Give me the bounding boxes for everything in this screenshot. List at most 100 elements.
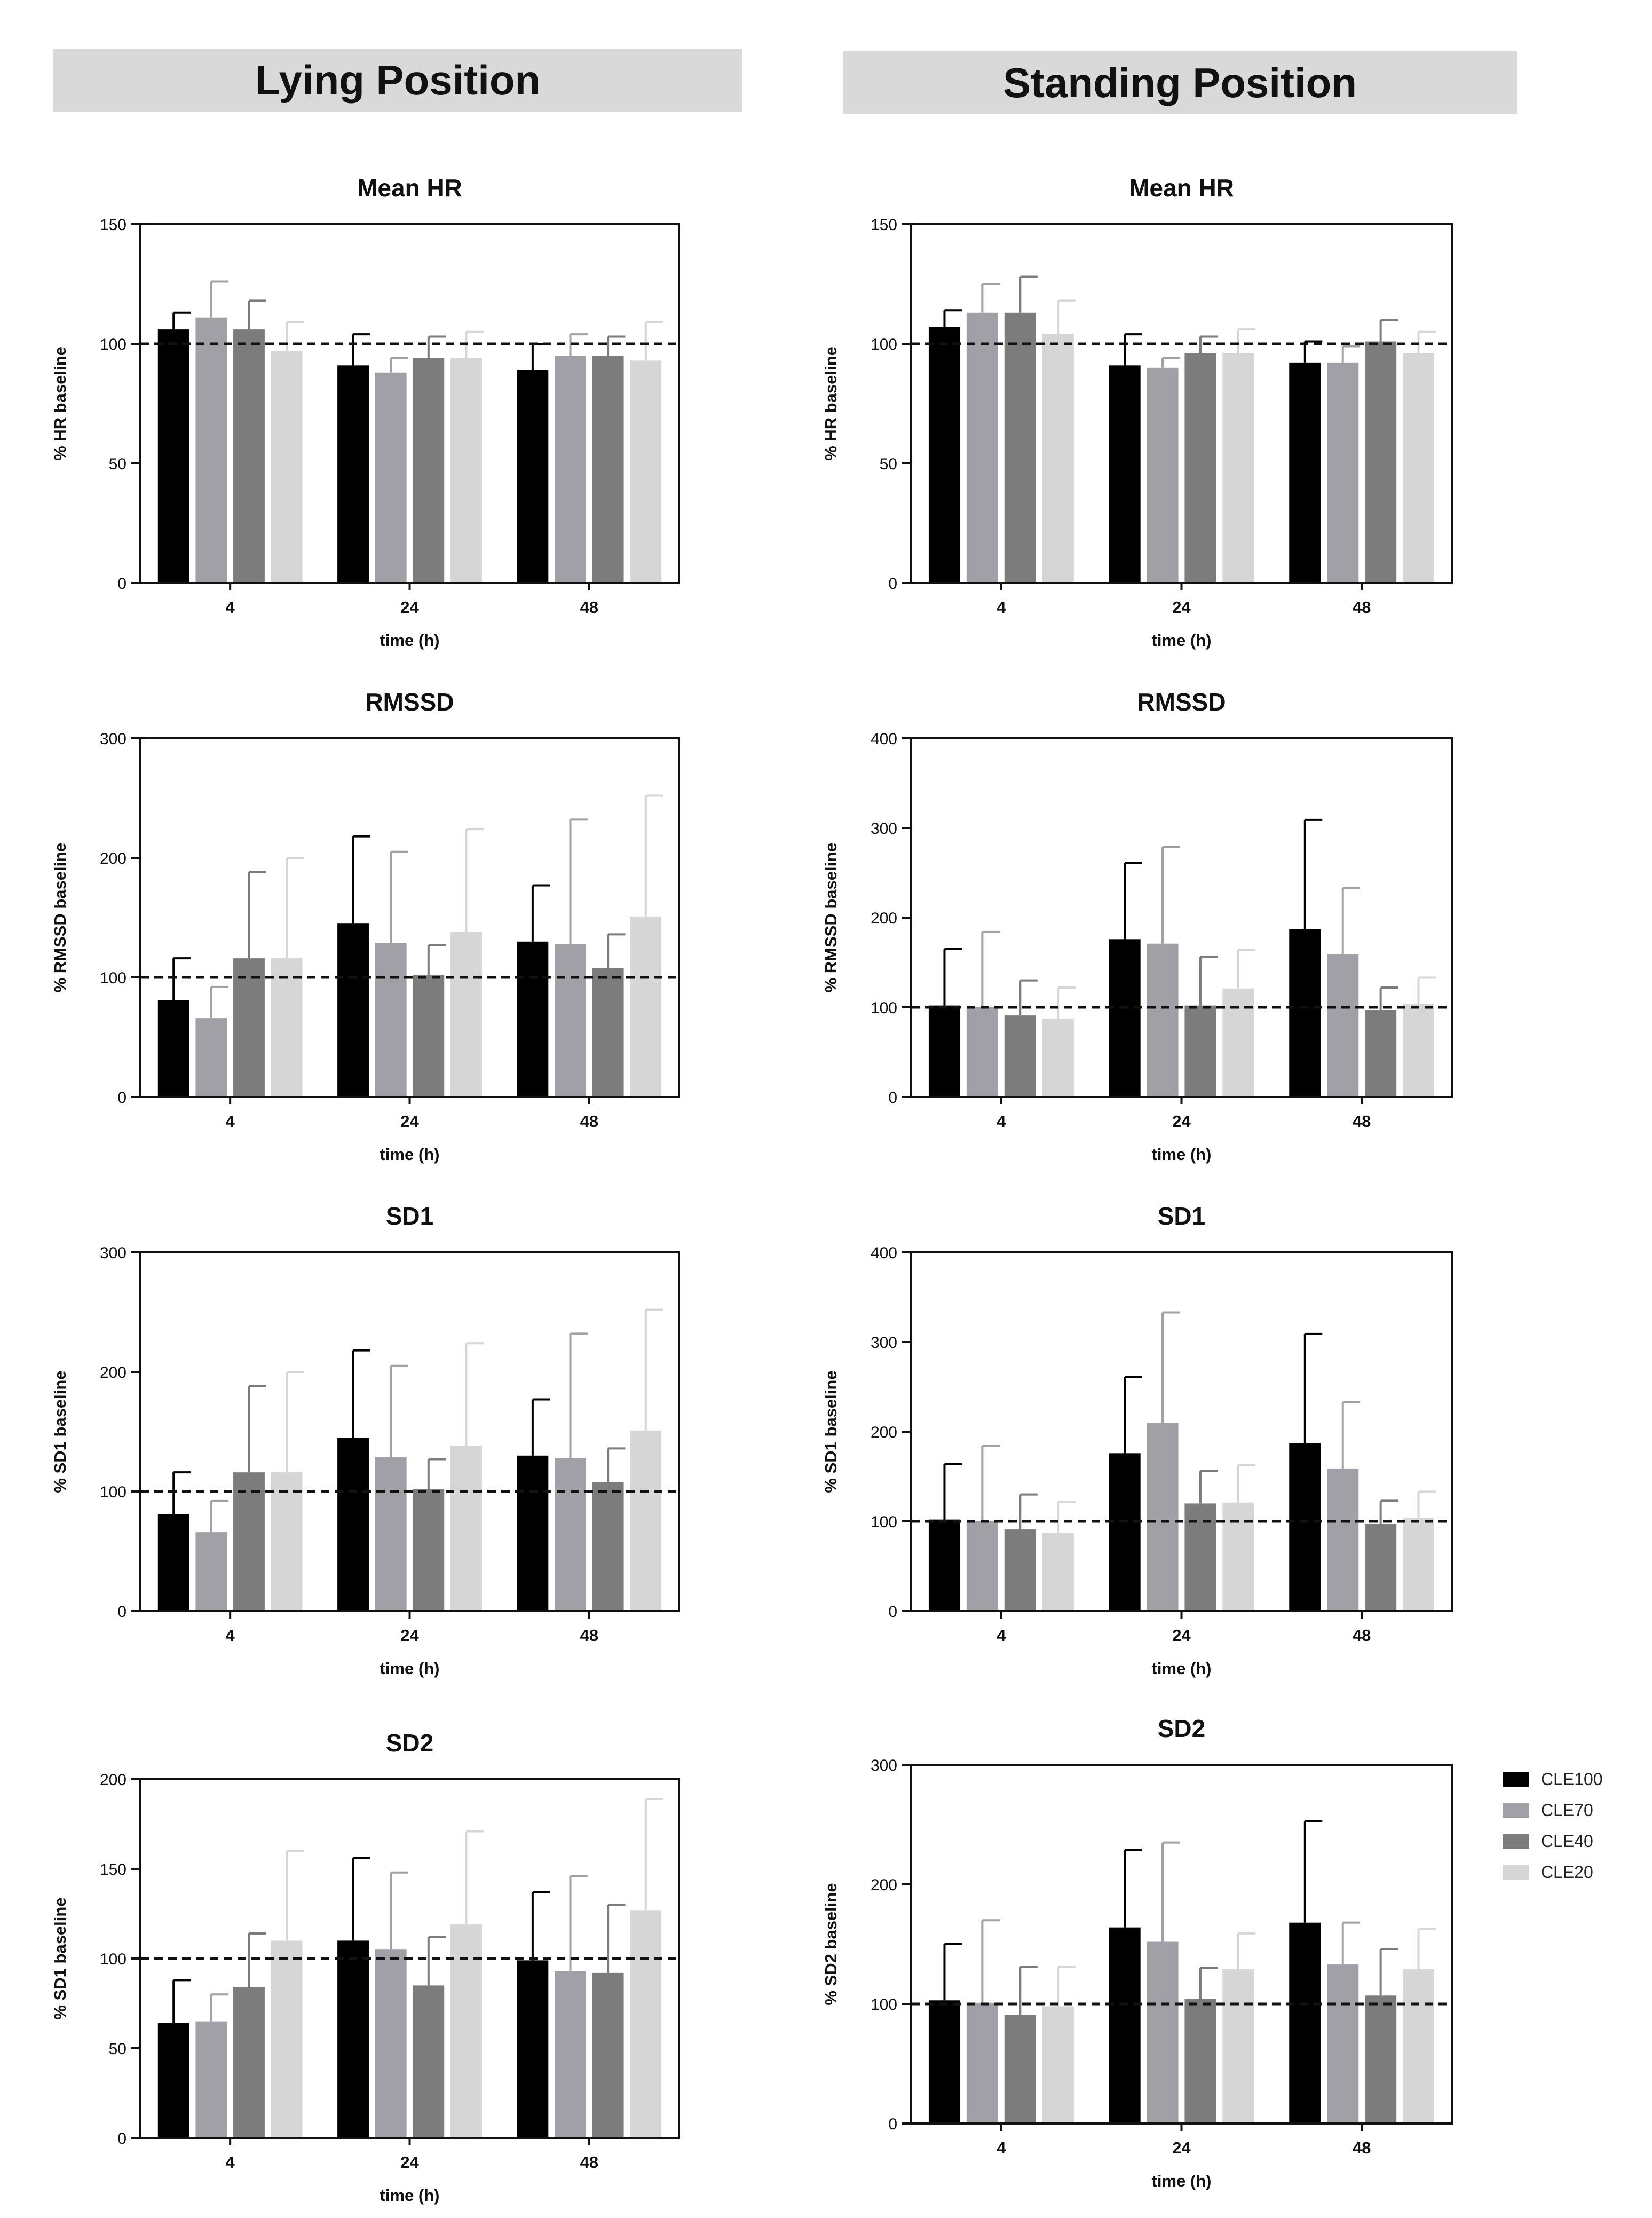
c4-y-tick-label: 100 bbox=[871, 336, 897, 353]
c6-y-axis-label: % SD1 baseline bbox=[821, 1370, 840, 1493]
c4-x-tick-label: 24 bbox=[1172, 598, 1191, 617]
c1-bar-CLE20-24 bbox=[450, 932, 482, 1097]
c5-chart-title: RMSSD bbox=[1137, 688, 1226, 716]
c2-x-tick-label: 24 bbox=[400, 1626, 419, 1645]
c3-bar-CLE40-24 bbox=[413, 1985, 445, 2138]
c0-bar-CLE20-24 bbox=[450, 358, 482, 583]
c3-bar-CLE70-4 bbox=[195, 2021, 227, 2138]
c6-bar-CLE100-24 bbox=[1109, 1453, 1141, 1611]
c1-bar-CLE40-48 bbox=[592, 968, 624, 1097]
c0-x-tick-label: 4 bbox=[226, 598, 235, 617]
c3-y-tick-label: 150 bbox=[100, 1861, 127, 1878]
c0-bar-CLE100-4 bbox=[157, 329, 189, 583]
c3-bar-CLE100-24 bbox=[337, 1940, 369, 2138]
c0-chart-title: Mean HR bbox=[357, 174, 462, 202]
c6-bar-CLE70-48 bbox=[1327, 1468, 1359, 1611]
c5-x-axis-label: time (h) bbox=[1152, 1145, 1212, 1164]
c2-bar-CLE70-24 bbox=[375, 1457, 407, 1611]
c7-x-tick-label: 24 bbox=[1172, 2138, 1191, 2157]
c7-y-tick-label: 100 bbox=[871, 1996, 897, 2014]
c2-y-tick-label: 200 bbox=[100, 1364, 127, 1382]
c3-x-tick-label: 48 bbox=[580, 2153, 598, 2172]
c6-y-tick-label: 100 bbox=[871, 1513, 897, 1531]
c2-bar-CLE20-24 bbox=[450, 1446, 482, 1611]
c6-bar-CLE100-4 bbox=[928, 1519, 961, 1611]
c2-bar-CLE70-4 bbox=[195, 1532, 227, 1611]
c2-bar-CLE40-24 bbox=[413, 1489, 445, 1611]
c6-chart-title: SD1 bbox=[1158, 1202, 1205, 1230]
c4-y-tick-label: 0 bbox=[888, 575, 897, 593]
c4-bar-CLE20-48 bbox=[1402, 353, 1435, 583]
c7-x-tick-label: 48 bbox=[1353, 2138, 1371, 2157]
c6-bar-CLE40-4 bbox=[1004, 1529, 1036, 1611]
c0-y-tick-label: 50 bbox=[109, 455, 127, 473]
c0-bar-CLE70-4 bbox=[195, 317, 227, 583]
c3-bar-CLE100-48 bbox=[517, 1960, 549, 2138]
c6-bar-CLE70-24 bbox=[1147, 1423, 1179, 1611]
c1-bar-CLE70-48 bbox=[555, 944, 586, 1097]
c2-y-tick-label: 100 bbox=[100, 1483, 127, 1501]
c5-bar-CLE70-48 bbox=[1327, 954, 1359, 1097]
legend-swatch-CLE100 bbox=[1503, 1772, 1529, 1787]
c5-x-tick-label: 24 bbox=[1172, 1112, 1191, 1131]
c6-y-tick-label: 400 bbox=[871, 1244, 897, 1262]
c5-bar-CLE40-4 bbox=[1004, 1015, 1036, 1097]
legend-label-CLE40: CLE40 bbox=[1541, 1832, 1593, 1851]
c2-y-tick-label: 0 bbox=[117, 1603, 127, 1621]
c1-chart-title: RMSSD bbox=[365, 688, 454, 716]
c7-bar-CLE70-4 bbox=[966, 2002, 998, 2124]
c0-bar-CLE40-24 bbox=[413, 358, 445, 583]
c1-x-axis-label: time (h) bbox=[380, 1145, 440, 1164]
c6-y-tick-label: 300 bbox=[871, 1334, 897, 1352]
c0-x-tick-label: 24 bbox=[400, 598, 419, 617]
c1-x-tick-label: 48 bbox=[580, 1112, 598, 1131]
c5-x-tick-label: 4 bbox=[997, 1112, 1006, 1131]
standing-position-header: Standing Position bbox=[843, 51, 1517, 114]
legend-swatch-CLE40 bbox=[1503, 1834, 1529, 1849]
c4-bar-CLE70-24 bbox=[1147, 367, 1179, 583]
c3-bar-CLE100-4 bbox=[157, 2023, 189, 2138]
c3-x-tick-label: 4 bbox=[226, 2153, 235, 2172]
legend-swatch-CLE20 bbox=[1503, 1865, 1529, 1880]
c3-y-tick-label: 50 bbox=[109, 2040, 127, 2058]
c0-bar-CLE40-4 bbox=[233, 329, 265, 583]
lying-position-header: Lying Position bbox=[53, 49, 742, 112]
c7-y-tick-label: 300 bbox=[871, 1757, 897, 1774]
c1-x-tick-label: 24 bbox=[400, 1112, 419, 1131]
c1-bar-CLE100-24 bbox=[337, 923, 369, 1097]
c6-bar-CLE40-48 bbox=[1365, 1524, 1397, 1611]
c1-bar-CLE20-4 bbox=[271, 958, 303, 1097]
c2-y-tick-label: 300 bbox=[100, 1244, 127, 1262]
c4-x-tick-label: 48 bbox=[1353, 598, 1371, 617]
c7-bar-CLE70-24 bbox=[1147, 1941, 1179, 2124]
c4-y-axis-label: % HR baseline bbox=[821, 346, 840, 461]
c1-bar-CLE100-4 bbox=[157, 1000, 189, 1097]
c1-x-tick-label: 4 bbox=[226, 1112, 235, 1131]
c4-chart-title: Mean HR bbox=[1129, 174, 1234, 202]
c5-bar-CLE100-4 bbox=[928, 1005, 961, 1097]
c0-bar-CLE20-48 bbox=[630, 360, 662, 583]
c7-x-axis-label: time (h) bbox=[1152, 2172, 1212, 2190]
c0-y-tick-label: 150 bbox=[100, 216, 127, 234]
c2-bar-CLE100-24 bbox=[337, 1438, 369, 1611]
c5-x-tick-label: 48 bbox=[1353, 1112, 1371, 1131]
c1-bar-CLE100-48 bbox=[517, 941, 549, 1097]
c4-bar-CLE100-24 bbox=[1109, 365, 1141, 583]
c7-y-axis-label: % SD2 baseline bbox=[821, 1883, 840, 2005]
c2-bar-CLE100-48 bbox=[517, 1455, 549, 1611]
c2-x-tick-label: 48 bbox=[580, 1626, 598, 1645]
c1-bar-CLE40-4 bbox=[233, 958, 265, 1097]
c5-bar-CLE100-48 bbox=[1289, 929, 1321, 1097]
c6-bar-CLE20-4 bbox=[1042, 1533, 1074, 1611]
c4-bar-CLE40-24 bbox=[1184, 353, 1216, 583]
c4-bar-CLE20-24 bbox=[1222, 353, 1254, 583]
c0-bar-CLE40-48 bbox=[592, 356, 624, 583]
c6-bar-CLE20-24 bbox=[1222, 1502, 1254, 1611]
legend-label-CLE70: CLE70 bbox=[1541, 1801, 1593, 1820]
c1-y-tick-label: 100 bbox=[100, 969, 127, 987]
c6-bar-CLE40-24 bbox=[1184, 1503, 1216, 1611]
c2-bar-CLE20-4 bbox=[271, 1472, 303, 1611]
c3-bar-CLE20-48 bbox=[630, 1910, 662, 2138]
c4-bar-CLE20-4 bbox=[1042, 334, 1074, 583]
c1-bar-CLE40-24 bbox=[413, 975, 445, 1097]
